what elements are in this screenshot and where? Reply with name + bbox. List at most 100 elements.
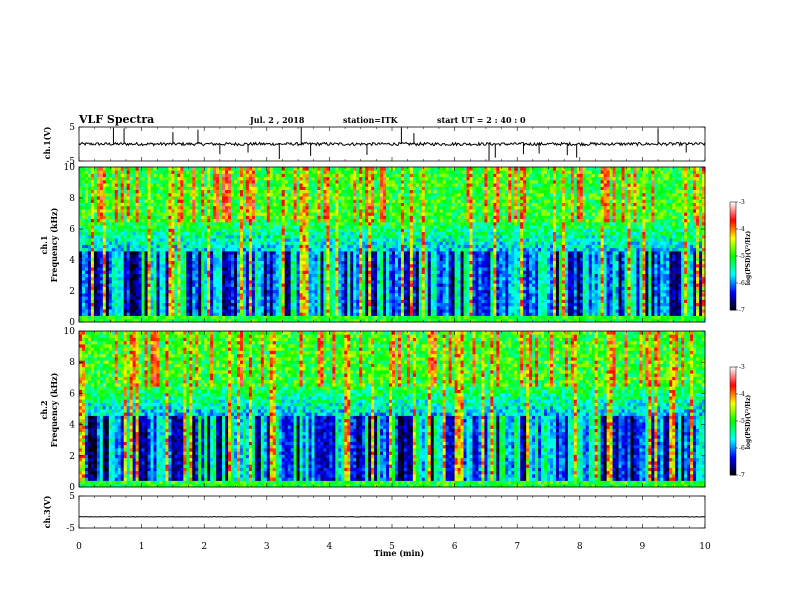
spectrogram-cell [84,260,89,265]
spectrogram-cell [254,263,259,268]
spectrogram-cell [195,286,199,291]
spectrogram-cell [248,231,253,236]
spectrogram-cell [275,283,280,287]
spectrogram-cell [365,280,369,284]
spectrogram-cell [257,192,262,197]
spectrogram-cell [129,292,134,297]
spectrogram-cell [263,247,268,252]
spectrogram-cell [195,292,199,297]
spectrogram-cell [219,302,223,307]
spectrogram-cell [135,312,140,316]
spectrogram-cell [117,208,122,213]
spectrogram-cell [356,186,360,191]
spectrogram-cell [260,315,265,320]
spectrogram-cell [189,263,193,268]
spectrogram-cell [245,221,250,226]
spectrogram-cell [242,286,247,291]
spectrogram-cell [150,234,154,239]
spectrogram-cell [81,183,86,187]
spectrogram-cell [156,247,160,252]
spectrogram-cell [362,234,366,239]
spectrogram-cell [245,273,250,278]
spectrogram-cell [239,212,244,216]
spectrogram-cell [228,309,232,313]
spectrogram-cell [177,283,181,287]
spectrogram-cell [183,263,187,268]
spectrogram-cell [93,273,98,278]
spectrogram-cell [329,286,333,291]
spectrogram-cell [135,270,140,274]
spectrogram-cell [365,309,369,313]
spectrogram-cell [79,263,83,268]
spectrogram-cell [380,283,384,287]
spectrogram-cell [120,215,125,220]
spectrogram-cell [302,286,306,291]
spectrogram-cell [332,254,336,258]
spectrogram-cell [263,170,268,174]
spectrogram-cell [198,263,202,268]
spectrogram-cell [317,218,321,223]
spectrogram-cell [165,318,169,323]
spectrogram-cell [242,215,247,220]
spectrogram-cell [332,205,336,210]
spectrogram-cell [296,309,300,313]
spectrogram-cell [225,289,229,294]
spectrogram-cell [147,238,151,242]
spectrogram-cell [79,296,83,300]
spectrogram-cell [347,254,351,258]
spectrogram-cell [254,218,259,223]
spectrogram-cell [126,238,131,242]
spectrogram-cell [210,254,214,258]
spectrogram-cell [275,221,280,226]
spectrogram-cell [248,186,253,191]
spectrogram-cell [180,205,184,210]
spectrogram-cell [248,221,253,226]
spectrogram-cell [248,205,253,210]
spectrogram-cell [332,299,336,304]
spectrogram-cell [293,289,298,294]
spectrogram-cell [344,250,348,255]
spectrogram-cell [111,202,116,207]
spectrogram-cell [135,192,140,197]
spectrogram-cell [299,202,303,207]
spectrogram-cell [111,208,116,213]
spectrogram-cell [183,312,187,316]
spectrogram-cell [356,305,360,310]
spectrogram-cell [189,299,193,304]
spectrogram-cell [216,292,220,297]
spectrogram-cell [353,302,357,307]
spectrogram-cell [114,273,119,278]
spectrogram-cell [111,231,116,236]
spectrogram-cell [96,238,101,242]
spectrogram-cell [314,170,318,174]
spectrogram-cell [123,254,128,258]
spectrogram-cell [335,257,339,262]
spectrogram-cell [141,257,145,262]
spectrogram-cell [138,231,142,236]
spectrogram-cell [213,212,217,216]
spectrogram-cell [123,205,128,210]
spectrogram-cell [311,241,315,245]
spectrogram-cell [120,260,125,265]
spectrogram-cell [114,257,119,262]
spectrogram-cell [242,189,247,194]
spectrogram-cell [234,215,238,220]
spectrogram-cell [266,302,271,307]
spectrogram-cell [302,238,306,242]
spectrogram-cell [126,215,131,220]
spectrogram-cell [248,283,253,287]
spectrogram-cell [308,189,312,194]
spectrogram-cell [236,215,241,220]
spectrogram-cell [207,215,211,220]
spectrogram-cell [159,260,163,265]
spectrogram-cell [213,247,217,252]
spectrogram-cell [308,315,312,320]
spectrogram-cell [266,280,271,284]
spectrogram-cell [93,228,98,232]
spectrogram-cell [111,176,116,181]
spectrogram-cell [189,260,193,265]
spectrogram-cell [365,192,369,197]
spectrogram-cell [204,179,208,184]
spectrogram-cell [377,286,381,291]
spectrogram-cell [222,260,226,265]
